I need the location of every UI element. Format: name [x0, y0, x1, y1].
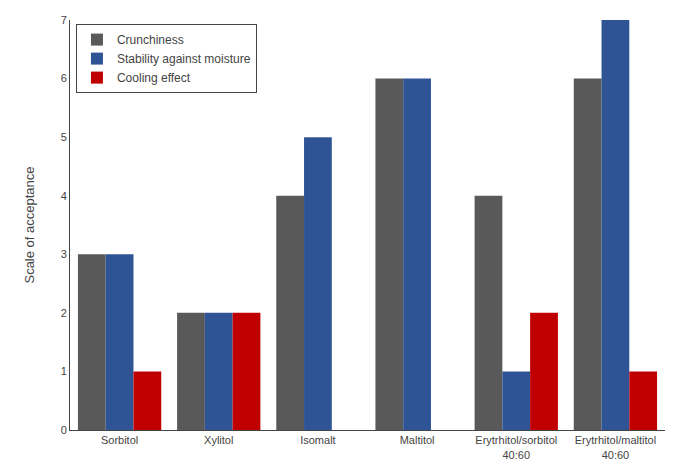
svg-text:Isomalt: Isomalt — [300, 434, 335, 446]
svg-text:5: 5 — [61, 131, 67, 143]
svg-text:4: 4 — [61, 190, 67, 202]
svg-text:Erytrhitol/sorbitol40:60: Erytrhitol/sorbitol40:60 — [475, 434, 557, 460]
svg-text:0: 0 — [61, 424, 67, 436]
svg-text:7: 7 — [61, 14, 67, 26]
svg-text:Stability against moisture: Stability against moisture — [117, 52, 251, 66]
svg-text:Xylitol: Xylitol — [204, 434, 233, 446]
svg-text:Sorbitol: Sorbitol — [101, 434, 138, 446]
svg-text:Crunchiness: Crunchiness — [117, 33, 184, 47]
svg-text:1: 1 — [61, 365, 67, 377]
svg-text:Cooling effect: Cooling effect — [117, 71, 191, 85]
svg-text:Erytrhitol/maltitol40:60: Erytrhitol/maltitol40:60 — [575, 434, 656, 460]
svg-text:Maltitol: Maltitol — [400, 434, 435, 446]
svg-text:2: 2 — [61, 307, 67, 319]
svg-text:Scale of acceptance: Scale of acceptance — [22, 166, 37, 283]
svg-text:6: 6 — [61, 72, 67, 84]
svg-text:3: 3 — [61, 248, 67, 260]
